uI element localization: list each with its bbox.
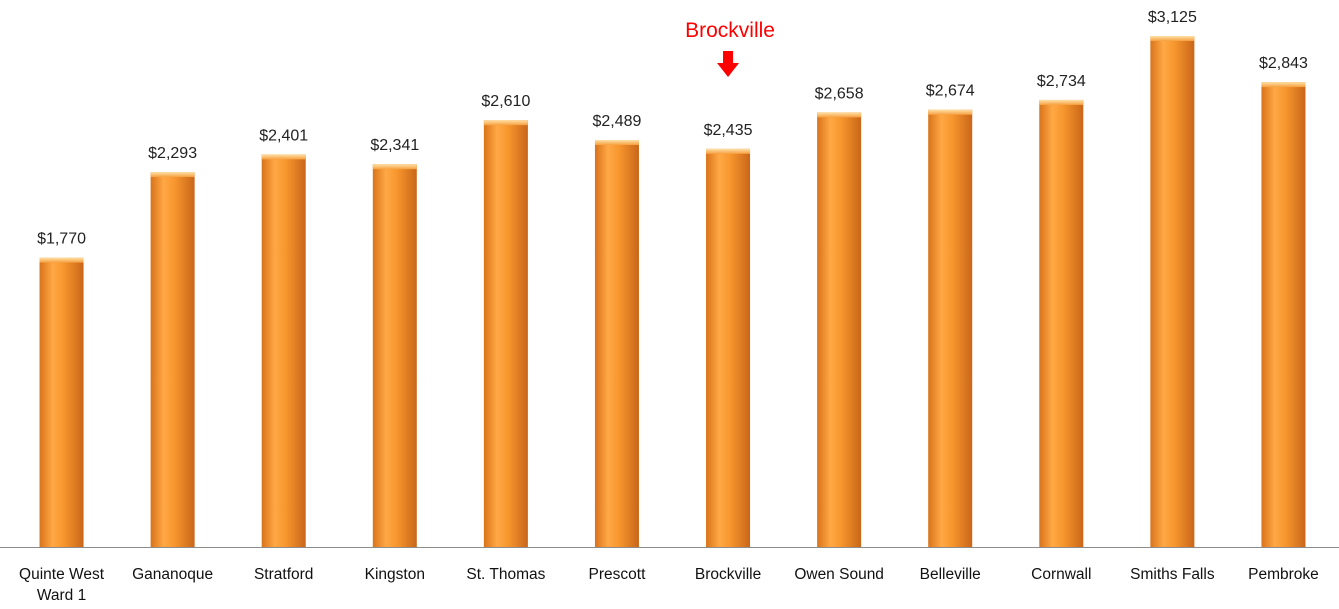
value-label: $2,293 [148,145,197,162]
bar-top-bevel [928,109,973,115]
category-labels-group: Quinte West Ward 1 Gananoque Stratford Kings… [19,566,1319,604]
category-label: Brockville [695,566,761,583]
bar-top-bevel [1150,36,1195,41]
category-label: Belleville [920,566,981,583]
value-labels-group: $1,770 $2,293 $2,401 $2,341 $2,610 $2,489 $2,4… [37,9,1308,248]
value-label: $1,770 [37,231,86,248]
category-label: Cornwall [1031,566,1091,583]
bar [39,257,84,547]
bar [594,139,639,547]
bar-top-bevel [594,139,639,145]
bars-group [39,36,1306,548]
bar [1261,82,1306,547]
value-label: $2,341 [370,137,419,154]
bar-top-bevel [1039,99,1084,105]
value-label: $3,125 [1148,9,1197,26]
category-label: Prescott [589,566,647,583]
bar [150,172,195,547]
value-label: $2,435 [704,122,753,139]
bar-top-bevel [483,120,528,126]
down-arrow-icon [717,51,740,77]
bar-top-bevel [150,172,195,178]
category-label: St. Thomas [466,566,545,583]
category-label: Kingston [365,566,425,583]
category-label: Gananoque [132,566,213,583]
bar [1039,99,1084,548]
value-label: $2,658 [815,85,864,102]
category-label: Smiths Falls [1130,566,1215,583]
value-label: $2,843 [1259,55,1308,72]
bar-top-bevel [261,154,306,160]
category-label: Pembroke [1248,566,1319,583]
bar [1150,36,1195,547]
bar [817,112,862,548]
bar-top-bevel [372,164,417,170]
value-label: $2,610 [481,93,530,110]
category-label: Owen Sound [794,566,884,583]
bar [483,120,528,547]
value-label: $2,674 [926,83,975,100]
annotation: Brockville [685,19,775,77]
value-label: $2,401 [259,127,308,144]
bar-top-bevel [706,148,751,154]
bar-top-bevel [39,257,84,263]
bar [928,109,973,547]
category-label: Quinte West Ward 1 [19,566,105,604]
annotation-label: Brockville [685,19,775,42]
bar-top-bevel [1261,82,1306,88]
bar [261,154,306,547]
value-label: $2,489 [592,113,641,130]
value-label: $2,734 [1037,73,1086,90]
category-label: Stratford [254,566,313,583]
bar-top-bevel [817,112,862,118]
bar [372,164,417,547]
bar [706,148,751,547]
